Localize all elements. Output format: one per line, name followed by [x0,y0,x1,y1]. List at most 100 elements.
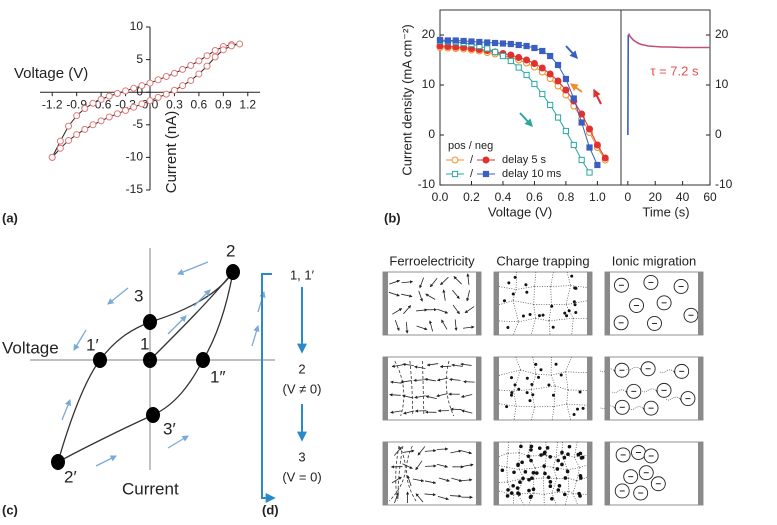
electrode [383,272,388,335]
data-point [220,47,226,53]
electrode [494,357,499,420]
trapped-charge [552,394,555,397]
axis-label: Current [122,479,179,498]
x-tick-label: 20 [649,190,663,204]
data-point [114,111,120,117]
trapped-charge [510,376,513,379]
data-point [188,77,194,83]
x-tick-label: 0 [625,190,632,204]
trapped-charge [543,452,547,456]
trapped-charge [560,463,564,467]
data-point [188,62,194,68]
data-point [445,38,450,43]
trapped-charge [582,407,585,410]
node-label: 2 [226,241,235,260]
y-tick-label: -10 [126,150,144,164]
direction-arrow [62,400,70,420]
data-point [539,65,545,71]
annotation: τ = 7.2 s [650,63,699,78]
data-point [477,39,482,44]
trapped-charge [579,452,583,456]
step-label: 2 [298,361,305,376]
electrode [476,272,481,335]
trapped-charge [539,368,542,371]
trapped-charge [514,276,517,279]
data-point [555,115,560,120]
node-label: 1″ [210,367,225,386]
electrode [698,442,703,505]
electrode [698,357,703,420]
electrode [383,357,388,420]
data-point [106,114,112,120]
trapped-charge [566,470,570,474]
schematic-cell [383,442,481,505]
trapped-charge [560,373,563,376]
trapped-charge [546,446,550,450]
schematic-cell [600,357,703,420]
data-point [524,57,530,63]
data-point [524,43,529,48]
y-tick-label: 0 [715,127,722,141]
trapped-charge [527,455,531,459]
x-tick-label: 0.3 [166,97,183,111]
trapped-charge [512,470,516,474]
trapped-charge [526,391,529,394]
data-point [98,118,104,124]
trapped-charge [574,287,577,290]
trapped-charge [510,491,514,495]
electrode [494,272,499,335]
x-tick-label: -1.2 [42,97,63,111]
data-point [74,113,80,119]
trapped-charge [560,451,564,455]
trapped-charge [534,363,537,366]
data-point [587,126,593,132]
y-tick-label: -15 [126,182,144,196]
trapped-charge [530,476,534,480]
state-point [146,407,160,423]
data-point [204,53,210,59]
electrode [587,442,592,505]
data-point [196,71,202,77]
axis-label: Voltage [2,338,59,357]
electrode [605,357,610,420]
data-point [594,142,600,148]
trapped-charge [556,459,560,463]
data-point [579,157,584,162]
data-line [440,41,590,173]
data-point [461,38,466,43]
lower-branch [58,272,233,462]
trapped-charge [526,377,529,380]
state-point [143,314,157,330]
node-label: 2′ [64,467,77,486]
data-point [74,132,80,138]
trapped-charge [505,405,508,408]
trapped-charge [568,309,571,312]
node-label: 1 [140,334,149,353]
trapped-charge [520,461,524,465]
y-tick-label: -10 [418,177,436,191]
sweep-arrow [520,113,532,126]
electrode [476,357,481,420]
y-tick-label: 10 [422,77,436,91]
data-point [531,61,537,67]
data-point [66,137,72,143]
trapped-charge [568,445,572,449]
schematic-cell [383,272,481,335]
data-point [171,70,177,76]
trapped-charge [530,383,533,386]
trapped-charge [506,488,510,492]
direction-arrow [178,262,208,274]
column-headers: Ferroelectricity Charge trapping Ionic m… [389,253,696,268]
data-point [82,126,88,132]
data-point [563,76,568,81]
trapped-charge [555,363,558,366]
data-point [57,145,63,151]
schematic-cell [494,272,592,335]
electrode [476,442,481,505]
data-point [602,155,608,161]
trapped-charge [576,408,579,411]
state-point [196,352,210,368]
data-point [547,71,553,77]
x-axis-title: Voltage (V) [14,65,88,82]
